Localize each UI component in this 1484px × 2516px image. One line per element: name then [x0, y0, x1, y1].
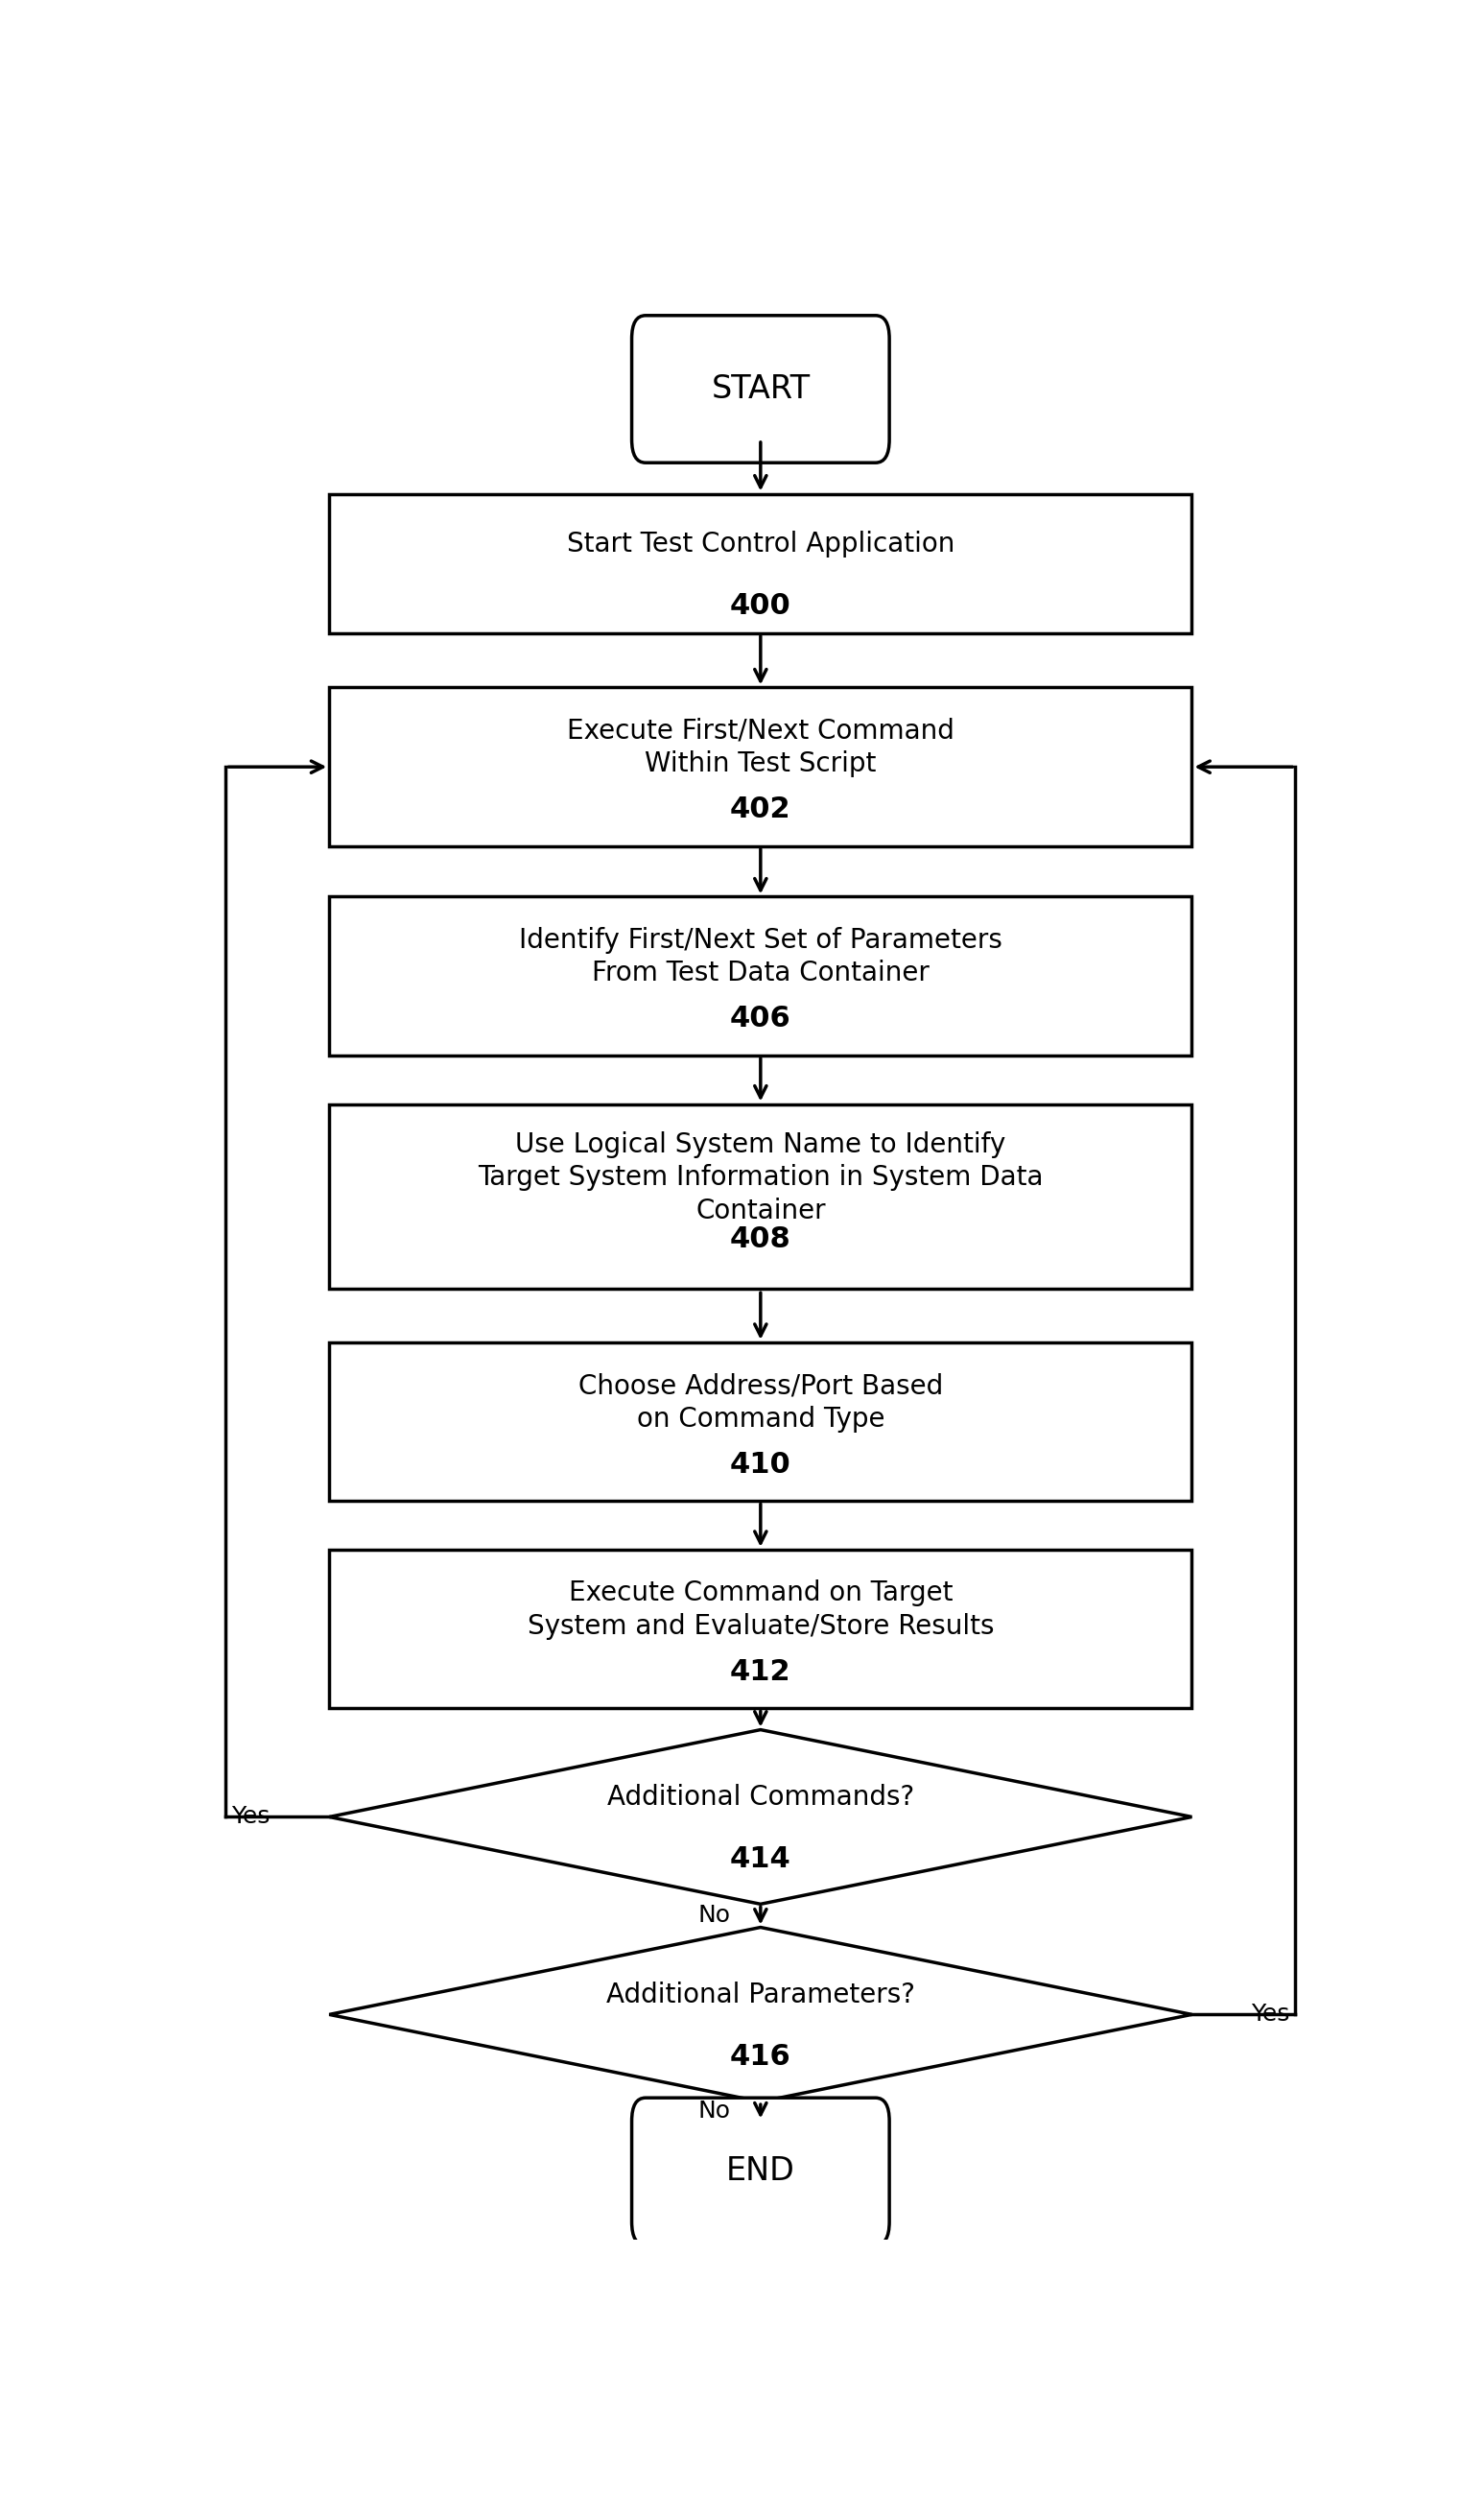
FancyBboxPatch shape [632, 314, 889, 463]
Text: Execute First/Next Command
Within Test Script: Execute First/Next Command Within Test S… [567, 717, 954, 777]
Text: 400: 400 [730, 591, 791, 619]
Text: Execute Command on Target
System and Evaluate/Store Results: Execute Command on Target System and Eva… [527, 1580, 994, 1640]
Text: Identify First/Next Set of Parameters
From Test Data Container: Identify First/Next Set of Parameters Fr… [519, 926, 1002, 986]
Text: 414: 414 [730, 1847, 791, 1874]
Bar [329, 687, 1192, 845]
Text: Choose Address/Port Based
on Command Type: Choose Address/Port Based on Command Typ… [579, 1371, 942, 1432]
Text: START: START [711, 372, 810, 405]
Bar [329, 1550, 1192, 1708]
Bar [329, 493, 1192, 634]
Text: Additional Commands?: Additional Commands? [607, 1784, 914, 1812]
Text: No: No [697, 2101, 730, 2124]
Polygon shape [329, 1927, 1192, 2101]
FancyBboxPatch shape [632, 2098, 889, 2244]
Text: Yes: Yes [232, 1806, 270, 1829]
Polygon shape [329, 1728, 1192, 1905]
Text: 410: 410 [730, 1449, 791, 1479]
Text: No: No [697, 1905, 730, 1927]
Text: 412: 412 [730, 1658, 791, 1686]
Bar [329, 896, 1192, 1057]
Text: Start Test Control Application: Start Test Control Application [567, 531, 954, 559]
Text: 408: 408 [730, 1225, 791, 1253]
Text: Additional Parameters?: Additional Parameters? [605, 1983, 916, 2008]
Text: 402: 402 [730, 795, 791, 823]
Text: END: END [726, 2156, 795, 2186]
Text: Use Logical System Name to Identify
Target System Information in System Data
Con: Use Logical System Name to Identify Targ… [478, 1132, 1043, 1225]
Text: 416: 416 [730, 2043, 791, 2071]
Text: Yes: Yes [1251, 2003, 1290, 2025]
Bar [329, 1105, 1192, 1288]
Bar [329, 1341, 1192, 1502]
Text: 406: 406 [730, 1004, 791, 1032]
